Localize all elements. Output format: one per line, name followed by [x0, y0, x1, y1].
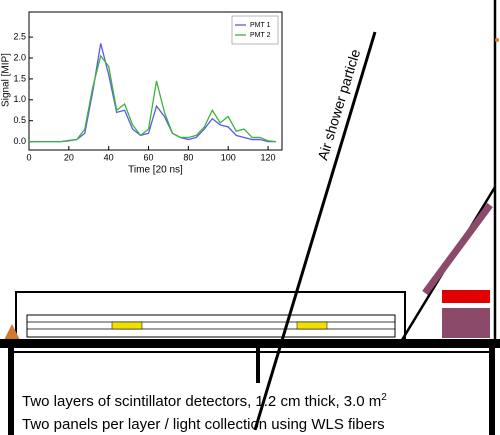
- x-tick-label: 40: [104, 152, 114, 162]
- marker: [495, 38, 499, 42]
- detector-outer: [15, 291, 406, 341]
- particle-label: Air shower particle: [314, 47, 363, 162]
- y-tick-label: 2.5: [13, 31, 26, 41]
- pmt: [111, 321, 143, 330]
- caption: Two layers of scintillator detectors, 1.…: [22, 392, 387, 410]
- leg: [489, 348, 495, 435]
- x-tick-label: 0: [26, 152, 31, 162]
- y-tick-label: 2.0: [13, 52, 26, 62]
- y-tick-label: 1.5: [13, 73, 26, 83]
- pmt: [296, 321, 328, 330]
- panel: [422, 202, 493, 296]
- x-axis-label: Time [20 ns]: [128, 165, 183, 176]
- legend-label: PMT 2: [250, 32, 271, 39]
- y-tick-label: 0.0: [13, 136, 26, 146]
- particle-track: [253, 31, 377, 431]
- inset-chart: 0 20 40 60 80 100 120 0.0 0.5 1.0 1.5 2.0 2.5 Time [2…: [1, 11, 283, 176]
- y-tick-label: 1.0: [13, 94, 26, 104]
- y-axis-label: Signal [MIP]: [1, 53, 12, 107]
- legend-box: [231, 15, 279, 45]
- detector-inner: [26, 314, 396, 338]
- x-tick-label: 60: [144, 152, 154, 162]
- caption-text: Two layers of scintillator detectors, 1.…: [22, 393, 381, 410]
- box-red: [442, 290, 490, 303]
- y-tick-label: 0.5: [13, 115, 26, 125]
- caption: Two panels per layer / light collection …: [22, 416, 385, 433]
- marker: [4, 324, 20, 340]
- base: [0, 339, 500, 348]
- legend-label: PMT 1: [250, 22, 271, 29]
- x-tick-label: 80: [183, 152, 193, 162]
- x-tick-label: 20: [64, 152, 74, 162]
- caption-superscript: 2: [381, 392, 387, 403]
- leg: [8, 348, 14, 435]
- leg: [256, 348, 260, 383]
- x-tick-label: 100: [221, 152, 236, 162]
- x-tick-label: 120: [261, 152, 276, 162]
- box-purple: [442, 308, 490, 338]
- series-line: [29, 54, 277, 143]
